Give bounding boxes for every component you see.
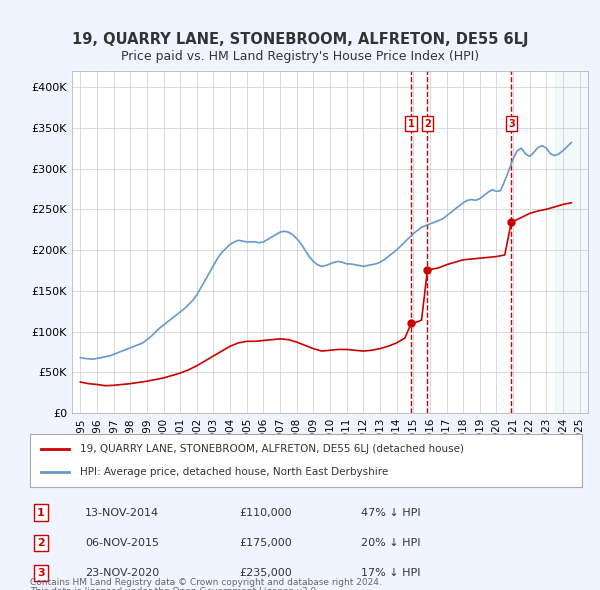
Text: 23-NOV-2020: 23-NOV-2020 bbox=[85, 568, 160, 578]
Text: Price paid vs. HM Land Registry's House Price Index (HPI): Price paid vs. HM Land Registry's House … bbox=[121, 50, 479, 63]
Text: HPI: Average price, detached house, North East Derbyshire: HPI: Average price, detached house, Nort… bbox=[80, 467, 388, 477]
Text: £175,000: £175,000 bbox=[240, 538, 293, 548]
Text: 19, QUARRY LANE, STONEBROOM, ALFRETON, DE55 6LJ (detached house): 19, QUARRY LANE, STONEBROOM, ALFRETON, D… bbox=[80, 444, 464, 454]
Text: This data is licensed under the Open Government Licence v3.0.: This data is licensed under the Open Gov… bbox=[30, 587, 319, 590]
Text: Contains HM Land Registry data © Crown copyright and database right 2024.: Contains HM Land Registry data © Crown c… bbox=[30, 578, 382, 587]
Bar bbox=[555, 71, 588, 413]
Text: 20% ↓ HPI: 20% ↓ HPI bbox=[361, 538, 421, 548]
Text: £235,000: £235,000 bbox=[240, 568, 293, 578]
Text: 47% ↓ HPI: 47% ↓ HPI bbox=[361, 508, 421, 518]
Text: 13-NOV-2014: 13-NOV-2014 bbox=[85, 508, 160, 518]
Text: 2: 2 bbox=[424, 119, 431, 129]
Text: 3: 3 bbox=[508, 119, 515, 129]
Text: 19, QUARRY LANE, STONEBROOM, ALFRETON, DE55 6LJ: 19, QUARRY LANE, STONEBROOM, ALFRETON, D… bbox=[72, 32, 528, 47]
Text: 2: 2 bbox=[37, 538, 45, 548]
Text: £110,000: £110,000 bbox=[240, 508, 292, 518]
Text: 3: 3 bbox=[37, 568, 45, 578]
Text: 1: 1 bbox=[407, 119, 415, 129]
Text: 1: 1 bbox=[37, 508, 45, 518]
Text: 06-NOV-2015: 06-NOV-2015 bbox=[85, 538, 159, 548]
Text: 17% ↓ HPI: 17% ↓ HPI bbox=[361, 568, 421, 578]
